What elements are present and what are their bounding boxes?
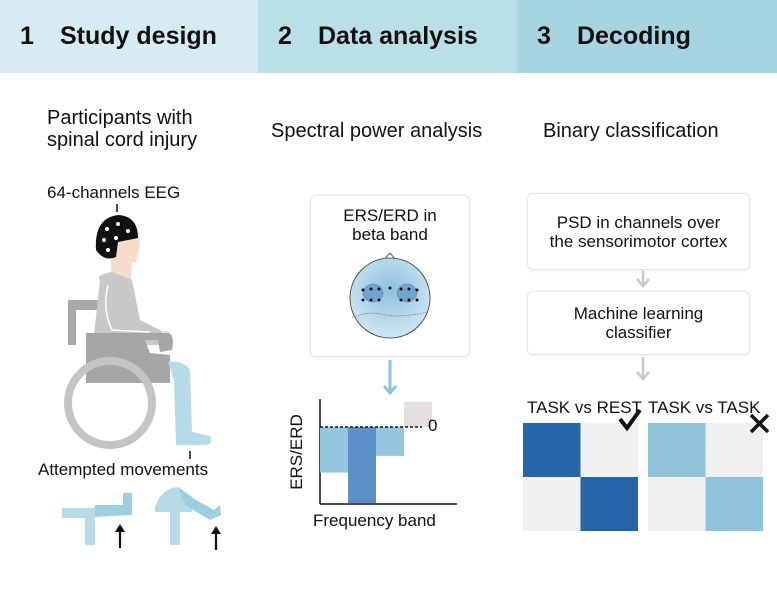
wheelchair-seat (86, 333, 173, 383)
step-title: Data analysis (318, 22, 478, 50)
study-subtitle: Participants with spinal cord injury (47, 107, 197, 151)
cross-icon (749, 413, 770, 434)
matrix-cell (523, 477, 581, 531)
analysis-subtitle: Spectral power analysis (271, 120, 483, 142)
matrix-cell (705, 477, 763, 531)
matrix-cell (705, 423, 763, 477)
matrix-label-task-task: TASK vs TASK (648, 398, 761, 417)
card-text: PSD in channels over (556, 212, 721, 232)
x-axis-label: Frequency band (313, 511, 436, 530)
matrix-label-task-rest: TASK vs REST (527, 398, 642, 417)
arrow-down-icon (636, 271, 650, 288)
psd-step-card: PSD in channels over the sensorimotor co… (527, 193, 750, 270)
header-step-3: 3 Decoding (517, 0, 777, 73)
zero-label: 0 (428, 416, 438, 435)
wheelchair-back (68, 300, 98, 345)
matrix-cell (580, 423, 638, 477)
card-text: the sensorimotor cortex (549, 231, 728, 251)
eeg-label: 64-channels EEG (47, 183, 181, 202)
step-title: Decoding (577, 22, 691, 50)
subtitle-line: spinal cord injury (47, 129, 198, 151)
participant-wheelchair-illustration (64, 204, 212, 459)
bar (320, 427, 348, 473)
matrix-cell (523, 423, 581, 477)
matrix-cell (648, 477, 706, 531)
card-text: beta band (352, 225, 428, 244)
movements-label: Attempted movements (38, 460, 209, 479)
card-text: Machine learning (573, 304, 704, 323)
knee-extension-icon (62, 493, 132, 545)
matrix-cell (648, 423, 706, 477)
matrix-cell (580, 477, 638, 531)
attempted-movements-icons (62, 487, 221, 550)
arrow-down-icon (636, 357, 650, 381)
card-text: ERS/ERD in (343, 206, 437, 225)
arrow-down-icon (382, 360, 398, 396)
step-title: Study design (60, 22, 217, 50)
bar (376, 427, 404, 456)
step-number: 3 (537, 22, 551, 50)
hip-flexion-icon (155, 487, 221, 545)
bar (348, 427, 376, 503)
subtitle-line: Participants with (47, 107, 193, 129)
bar (404, 401, 432, 427)
header-step-1: 1 Study design (0, 0, 258, 73)
wheelchair-wheel (64, 357, 156, 449)
torso (94, 272, 166, 345)
header-step-2: 2 Data analysis (258, 0, 517, 73)
step-number: 2 (278, 22, 292, 50)
arrow-up-icon (115, 524, 125, 548)
card-text: classifier (605, 323, 672, 342)
decoding-subtitle: Binary classification (543, 120, 719, 142)
step-number: 1 (20, 22, 34, 50)
classifier-step-card: Machine learning classifier (527, 291, 750, 355)
arrow-up-icon (211, 526, 221, 550)
checkmark-icon (618, 408, 642, 432)
leg (168, 361, 212, 445)
